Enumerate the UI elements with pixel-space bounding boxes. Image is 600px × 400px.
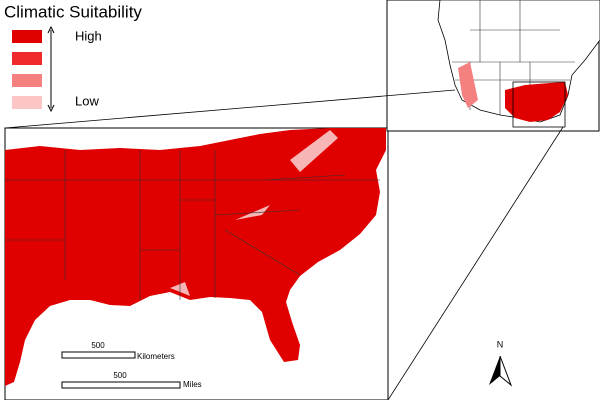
leader-line (387, 126, 564, 400)
north-arrow-left (489, 356, 500, 385)
north-label: N (497, 339, 504, 349)
land-suitability (5, 128, 386, 386)
scale-mi-unit: Miles (183, 380, 202, 389)
legend-title: Climatic Suitability (4, 2, 142, 21)
scale-bar-km (61, 351, 136, 359)
north-arrow-right (499, 355, 513, 387)
legend-high: High (75, 28, 102, 43)
inset-suitability-east (505, 82, 568, 122)
leader-line (4, 89, 456, 129)
scale-km-unit: Kilometers (137, 352, 175, 361)
scale-km-value: 500 (91, 341, 105, 350)
scale-mi-value: 500 (113, 371, 127, 380)
legend-swatches (12, 30, 42, 109)
legend-low: Low (75, 93, 99, 108)
inset-suitability-west (458, 62, 478, 108)
main-map: 500 Kilometers 500 Miles (4, 127, 389, 400)
inset-extent-box (512, 81, 566, 128)
state-boundaries (5, 150, 380, 300)
legend-swatch (12, 96, 42, 109)
legend-arrowheads (47, 25, 55, 113)
legend-swatch (12, 52, 42, 65)
legend-swatch (12, 74, 42, 87)
inset-map (386, 0, 600, 132)
scale-bar-mi (61, 381, 181, 389)
legend-swatch (12, 30, 42, 43)
